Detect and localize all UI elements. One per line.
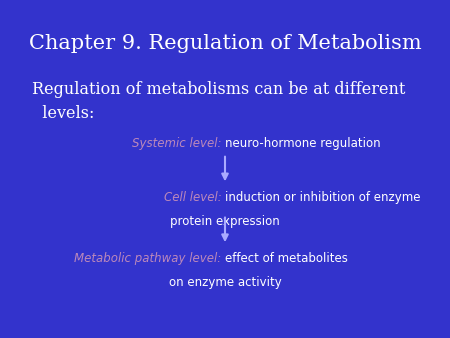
Text: Systemic level:: Systemic level: (132, 137, 225, 150)
Text: neuro-hormone regulation: neuro-hormone regulation (225, 137, 381, 150)
Text: Chapter 9. Regulation of Metabolism: Chapter 9. Regulation of Metabolism (29, 34, 421, 53)
Text: effect of metabolites: effect of metabolites (225, 252, 348, 265)
Text: induction or inhibition of enzyme: induction or inhibition of enzyme (225, 191, 420, 204)
Text: protein expression: protein expression (170, 215, 280, 228)
Text: Regulation of metabolisms can be at different: Regulation of metabolisms can be at diff… (32, 81, 405, 98)
Text: on enzyme activity: on enzyme activity (169, 276, 281, 289)
Text: levels:: levels: (32, 105, 94, 122)
Text: Metabolic pathway level:: Metabolic pathway level: (74, 252, 225, 265)
Text: Cell level:: Cell level: (163, 191, 225, 204)
